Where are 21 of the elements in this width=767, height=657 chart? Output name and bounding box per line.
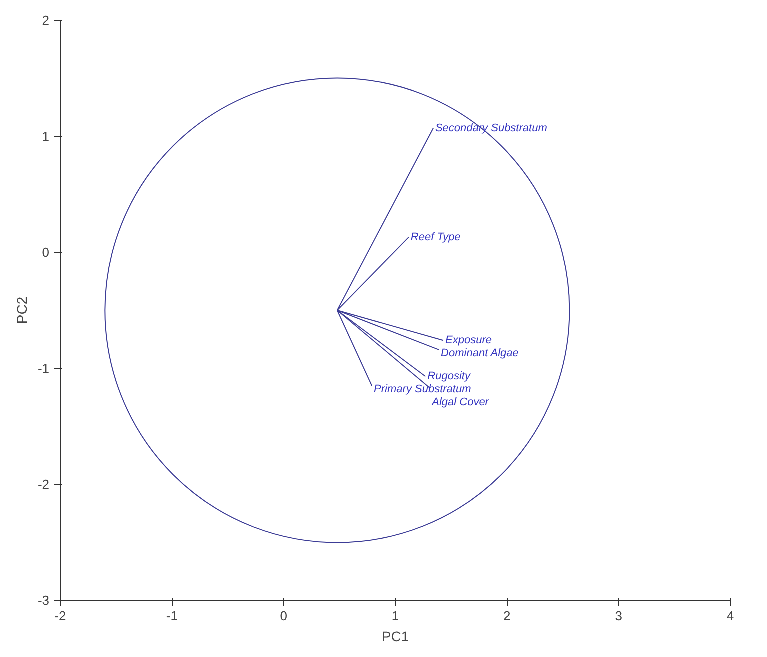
y-axis-title: PC2 bbox=[14, 296, 30, 324]
x-tick-label: 2 bbox=[504, 608, 511, 624]
series-label: Primary Substratum bbox=[374, 384, 472, 396]
series-label: Rugosity bbox=[428, 370, 472, 383]
y-tick-label: -1 bbox=[38, 361, 50, 376]
x-tick-label: -1 bbox=[166, 608, 178, 624]
series-label: Reef Type bbox=[410, 231, 461, 244]
y-tick-label: 1 bbox=[42, 129, 50, 144]
series-label: Exposure bbox=[446, 334, 492, 347]
y-tick-label: -2 bbox=[38, 477, 50, 492]
series-label: Dominant Algae bbox=[441, 348, 519, 360]
x-tick-label: 1 bbox=[392, 608, 400, 624]
x-axis-title: PC1 bbox=[382, 628, 410, 644]
series-label: Algal Cover bbox=[431, 396, 490, 409]
y-tick-label: 0 bbox=[42, 245, 50, 260]
x-tick-label: 4 bbox=[726, 608, 734, 624]
x-tick-label: 0 bbox=[280, 608, 288, 624]
x-tick-label: -2 bbox=[54, 608, 66, 624]
x-tick-label: 3 bbox=[615, 608, 622, 624]
y-tick-label: 2 bbox=[42, 13, 50, 28]
y-tick-label: -3 bbox=[38, 593, 50, 608]
